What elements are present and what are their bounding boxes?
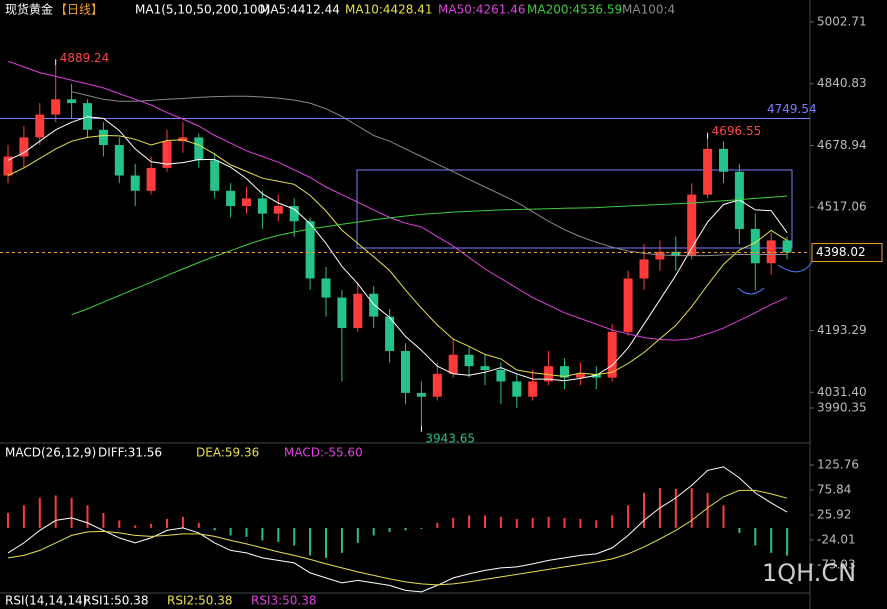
- candle-body: [623, 278, 633, 332]
- y-tick-label: 25.92: [817, 507, 851, 521]
- ma-line: [71, 91, 788, 257]
- candle-body: [194, 137, 204, 161]
- candle-body: [305, 221, 315, 279]
- watermark: 1QH.CN: [762, 559, 856, 587]
- candle-body: [782, 240, 792, 253]
- ma-line: [7, 60, 788, 341]
- legend-entry: MA5:4412.44: [260, 3, 340, 17]
- legend-entry: DIFF:31.56: [98, 446, 162, 460]
- y-tick-label: 3990.35: [817, 400, 867, 414]
- high-label: 4696.55: [712, 124, 762, 138]
- candle-body: [671, 251, 681, 256]
- candle-body: [766, 240, 776, 264]
- ma-line: [7, 134, 788, 378]
- candle-body: [114, 145, 124, 176]
- candle-body: [337, 297, 347, 329]
- candle-body: [512, 381, 522, 397]
- last-price-label: 4398.02: [816, 245, 866, 259]
- legend-entry: RSI3:50.38: [251, 594, 317, 608]
- candle-body: [385, 316, 395, 351]
- ma-line: [71, 195, 788, 316]
- candle-body: [639, 259, 649, 279]
- candle-body: [3, 156, 13, 176]
- panel-title: RSI(14,14,14): [5, 594, 87, 608]
- candle-body: [210, 160, 220, 191]
- legend-entry: DEA:59.36: [196, 446, 259, 460]
- low-label: 3943.65: [425, 431, 475, 445]
- y-tick-label: 5002.71: [817, 15, 867, 29]
- candle-body: [51, 99, 61, 115]
- candle-body: [146, 167, 156, 191]
- candle-body: [575, 373, 585, 378]
- candle-body: [130, 175, 140, 191]
- candle-body: [369, 293, 379, 317]
- legend-entry: MA10:4428.41: [345, 3, 433, 17]
- candle-body: [687, 194, 697, 256]
- candle-body: [401, 350, 410, 393]
- legend-entry: RSI2:50.38: [167, 594, 233, 608]
- y-tick-label: -73.93: [817, 557, 856, 571]
- y-tick-label: 4193.29: [817, 323, 867, 337]
- candle-body: [353, 293, 363, 329]
- ma-line: [7, 116, 788, 382]
- high-label: 4889.24: [60, 51, 110, 65]
- candle-body: [98, 129, 108, 146]
- y-tick-label: 4840.83: [817, 76, 867, 90]
- legend-entry: 【日线】: [55, 3, 103, 17]
- candle-body: [257, 198, 267, 214]
- candle-body: [528, 381, 538, 397]
- drawn-box: [356, 169, 793, 249]
- panel-title: MACD(26,12,9): [5, 446, 96, 460]
- legend-entry: MA50:4261.46: [438, 3, 526, 17]
- candle-body: [19, 137, 29, 157]
- y-tick-label: 125.76: [817, 458, 859, 472]
- hline-label: 4749.54: [767, 102, 817, 116]
- candle-body: [655, 251, 665, 260]
- y-tick-label: 75.84: [817, 482, 851, 496]
- candle-body: [464, 354, 474, 367]
- candle-body: [544, 366, 554, 382]
- main-panel: 5002.71 4840.83 4678.94 4517.06 4193.29 4031.…: [0, 15, 883, 445]
- candle-body: [432, 373, 442, 397]
- candle-body: [226, 190, 236, 207]
- y-tick-label: 4678.94: [817, 138, 867, 152]
- candle-body: [289, 206, 299, 222]
- legend-entry: MA200:4536.59: [527, 3, 622, 17]
- candle-body: [719, 148, 728, 172]
- candle-body: [560, 366, 569, 378]
- drawn-curve: [737, 287, 765, 295]
- legend-entry: MA1(5,10,50,200,100): [135, 3, 270, 17]
- candle-body: [496, 369, 506, 382]
- y-tick-label: 4031.40: [817, 385, 867, 399]
- candle-body: [416, 392, 426, 397]
- candle-body: [321, 278, 331, 298]
- legend-entry: RSI1:50.38: [83, 594, 149, 608]
- last-price-box: [811, 243, 883, 263]
- drawn-curve: [777, 261, 813, 273]
- legend-entry: 现货黄金: [5, 2, 53, 17]
- candle-body: [703, 148, 713, 195]
- y-tick-label: -24.01: [817, 532, 856, 546]
- candle-body: [448, 354, 458, 374]
- legend-entry: MACD:-55.60: [284, 446, 363, 460]
- candle-body: [35, 114, 45, 138]
- macd-panel: 125.76 75.84 25.92 -24.01 -73.93: [7, 458, 859, 593]
- legend-entry: MA100:4: [622, 3, 675, 17]
- macd-line: [7, 466, 788, 593]
- candle-body: [607, 331, 617, 378]
- candle-body: [750, 228, 760, 264]
- y-tick-label: 4517.06: [817, 200, 867, 214]
- candle-body: [480, 366, 490, 370]
- candle-body: [242, 198, 251, 207]
- macd-line: [7, 489, 788, 586]
- candle-body: [67, 99, 77, 104]
- candle-body: [162, 141, 172, 168]
- header: 现货黄金 【日线】 MA1(5,10,50,200,100)MA5:4412.44 M…: [5, 2, 675, 608]
- candle-body: [273, 206, 283, 214]
